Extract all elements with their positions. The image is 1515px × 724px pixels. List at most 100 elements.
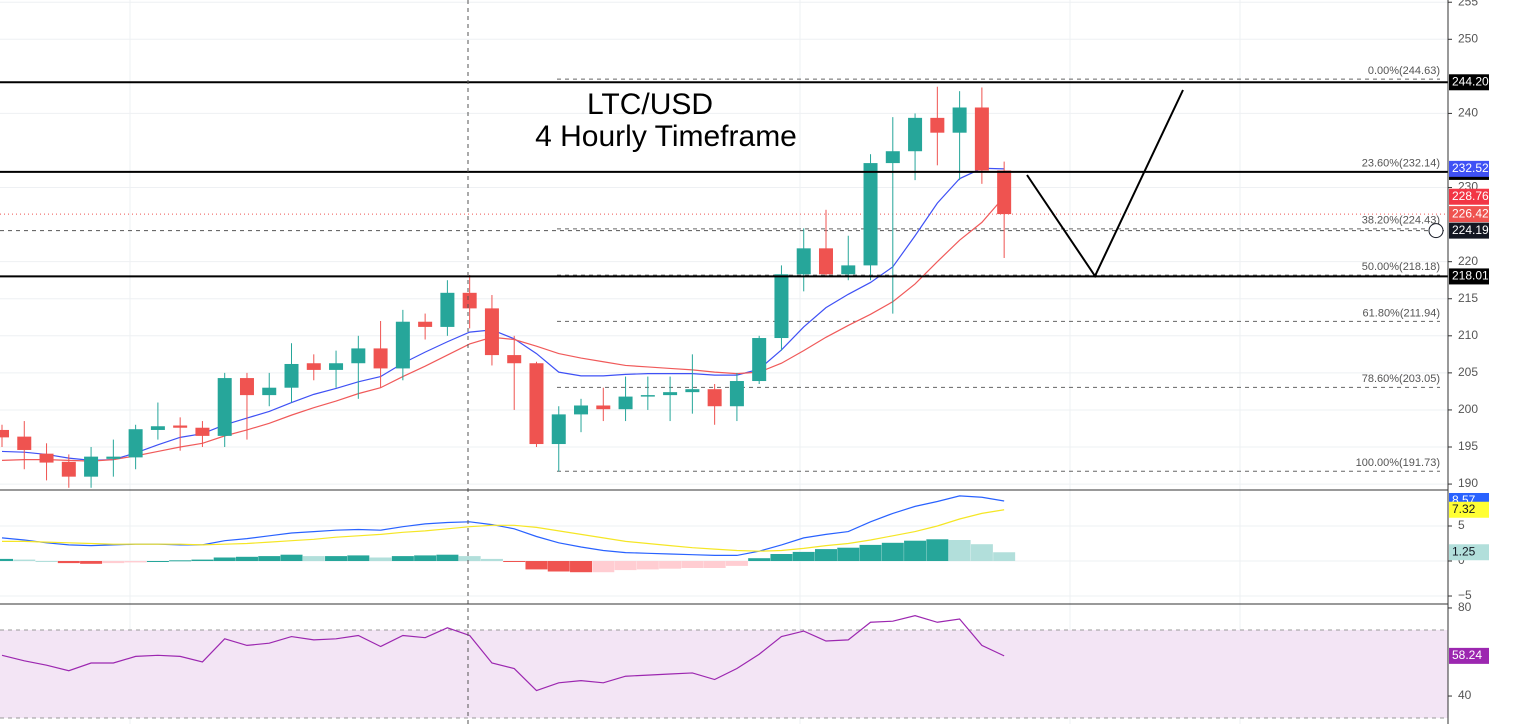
macd-histogram-bar (770, 554, 793, 562)
price-badge-label: 7.32 (1452, 502, 1476, 516)
price-badge-label: 232.52 (1452, 161, 1489, 175)
indicator-line (1, 615, 1005, 692)
macd-histogram-bar (570, 561, 593, 573)
macd-histogram-bar (302, 556, 325, 562)
candle-body (707, 389, 722, 407)
candle-body (484, 308, 499, 356)
y-tick-label: 5 (1458, 518, 1465, 532)
candle-body (685, 389, 700, 393)
candle-body (729, 381, 744, 407)
macd-histogram-bar (859, 544, 882, 562)
macd-histogram-bar (792, 551, 815, 562)
candle-body (574, 405, 589, 415)
y-tick-label: −5 (1458, 588, 1472, 602)
macd-histogram-bar (258, 556, 281, 562)
y-tick-label: 200 (1458, 402, 1478, 416)
y-tick-label: 215 (1458, 291, 1478, 305)
macd-histogram-bar (837, 547, 860, 562)
macd-histogram-bar (235, 556, 258, 562)
price-badge (1449, 206, 1489, 223)
price-badge (1449, 160, 1489, 177)
price-badge (1449, 501, 1489, 518)
candle-body (61, 461, 76, 477)
y-tick-label: 80 (1458, 600, 1472, 614)
macd-histogram-bar (35, 561, 58, 563)
candle-body (818, 248, 833, 275)
candle-body (752, 338, 767, 382)
candle-body (262, 387, 277, 396)
macd-histogram-bar (436, 554, 459, 562)
fib-label: 61.80%(211.94) (1363, 307, 1440, 319)
candle-body (0, 429, 9, 438)
candle-body (908, 117, 923, 152)
y-tick-label: 210 (1458, 328, 1478, 342)
fib-label: 38.20%(224.43) (1362, 215, 1440, 227)
candle-body (885, 151, 900, 164)
macd-histogram-bar (592, 561, 615, 573)
candle-body (195, 427, 210, 436)
candle-body (997, 170, 1012, 215)
macd-histogram-bar (213, 557, 236, 562)
price-axis (1448, 0, 1515, 724)
candle-body (440, 292, 455, 327)
macd-histogram-bar (280, 554, 303, 562)
macd-histogram-bar (80, 561, 103, 564)
price-badge-label: 244.20 (1452, 74, 1489, 88)
macd-histogram-bar (414, 555, 437, 562)
macd-histogram-bar (391, 556, 414, 562)
price-badge-label: 1.25 (1452, 544, 1476, 558)
macd-histogram-bar (748, 558, 771, 562)
fib-label: 0.00%(244.63) (1368, 65, 1440, 77)
macd-histogram-bar (681, 561, 704, 569)
macd-histogram-bar (725, 561, 748, 566)
candle-body (507, 355, 522, 364)
rsi-band (0, 629, 1448, 719)
price-badge-label: 218.01 (1452, 269, 1489, 283)
indicator-line (1, 196, 1005, 462)
macd-histogram-bar (926, 539, 949, 562)
candle-body (39, 453, 54, 463)
macd-histogram-bar (525, 561, 548, 570)
candle-body (418, 321, 433, 327)
y-tick-label: 190 (1458, 476, 1478, 490)
macd-histogram-bar (503, 561, 526, 563)
macd-histogram-bar (970, 544, 993, 562)
indicator-line (2, 509, 1005, 552)
macd-histogram-bar (814, 549, 837, 562)
y-tick-label: 240 (1458, 106, 1478, 120)
candle-body (551, 414, 566, 445)
macd-histogram-bar (124, 561, 147, 563)
candle-body (462, 292, 477, 309)
candle-body (351, 348, 366, 364)
macd-histogram-bar (191, 559, 214, 562)
fib-label: 50.00%(218.18) (1362, 261, 1440, 273)
crosshair-icon (1428, 223, 1444, 239)
macd-histogram-bar (904, 540, 927, 562)
macd-histogram-bar (347, 555, 370, 562)
price-badge (1449, 74, 1489, 91)
price-badge-label: 224.19 (1452, 223, 1489, 237)
fib-label: 23.60%(232.14) (1362, 158, 1440, 170)
fib-label: 78.60%(203.05) (1362, 373, 1440, 385)
candle-body (796, 248, 811, 275)
candle-body (306, 363, 321, 370)
candle-body (930, 117, 945, 133)
candle-body (17, 436, 32, 450)
macd-histogram-bar (102, 561, 125, 564)
candle-body (395, 321, 410, 369)
price-badge (1449, 222, 1489, 239)
macd-histogram-bar (369, 557, 392, 562)
candle-body (173, 425, 188, 428)
y-tick-label: 250 (1458, 31, 1478, 45)
macd-histogram-bar (614, 561, 637, 571)
macd-histogram-bar (948, 539, 971, 562)
candle-body (663, 392, 678, 396)
candle-body (128, 429, 143, 458)
candle-body (217, 378, 232, 436)
plot: 0.00%(244.63) 23.60%(232.14) 38.20%(224.43… (0, 1, 1448, 719)
fib-label: 100.00%(191.73) (1356, 457, 1440, 469)
indicator-line (1, 167, 1005, 461)
price-badge-label: 228.76 (1452, 189, 1489, 203)
y-tick-label: 40 (1458, 688, 1472, 702)
